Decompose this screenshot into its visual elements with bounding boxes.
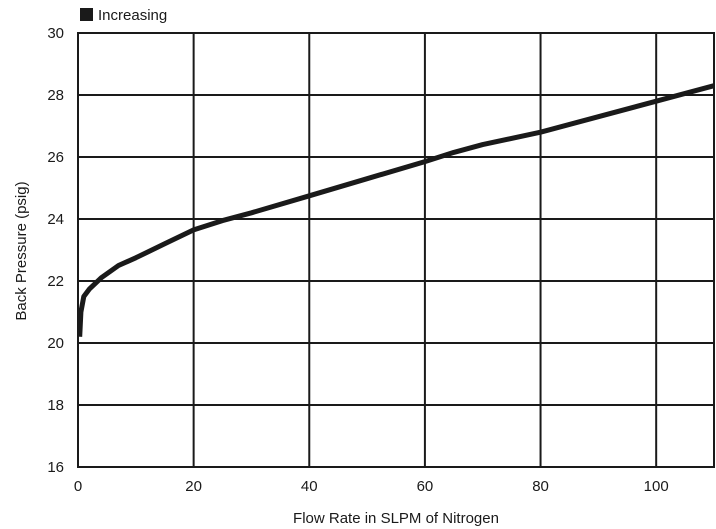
y-tick-label: 22 [47,273,64,290]
legend-swatch [80,8,93,21]
y-tick-label: 30 [47,25,64,42]
legend-label: Increasing [98,7,167,24]
x-axis-ticks: 0 20 40 60 80 100 [74,478,669,495]
x-tick-label: 20 [185,478,202,495]
y-tick-label: 16 [47,459,64,476]
series-layer [77,83,715,337]
series-line-increasing [77,83,715,337]
y-axis-label: Back Pressure (psig) [13,181,30,320]
y-axis-ticks: 16 18 20 22 24 26 28 30 [47,25,64,476]
y-tick-label: 28 [47,87,64,104]
y-tick-label: 24 [47,211,64,228]
x-tick-label: 60 [417,478,434,495]
x-tick-label: 100 [644,478,669,495]
x-axis-label: Flow Rate in SLPM of Nitrogen [293,510,499,527]
y-tick-label: 18 [47,397,64,414]
y-tick-label: 26 [47,149,64,166]
y-tick-label: 20 [47,335,64,352]
x-tick-label: 0 [74,478,82,495]
x-tick-label: 40 [301,478,318,495]
plot-border [77,32,715,468]
grid [77,32,715,468]
x-tick-label: 80 [532,478,549,495]
